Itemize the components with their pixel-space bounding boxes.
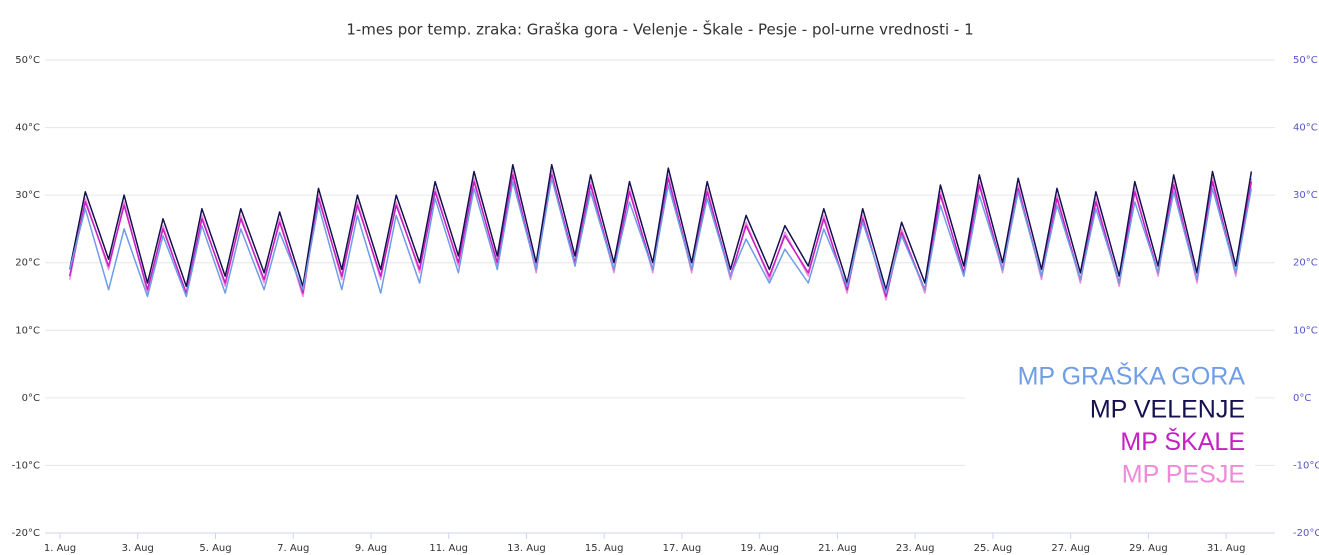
y2-tick-label: 0°C	[1293, 393, 1311, 404]
y-tick-label: -10°C	[12, 460, 40, 471]
chart-title: 1-mes por temp. zraka: Graška gora - Vel…	[346, 20, 973, 39]
y-tick-label: 50°C	[15, 55, 40, 66]
y-tick-label: 0°C	[22, 393, 40, 404]
x-tick-label: 27. Aug	[1051, 543, 1090, 554]
x-tick-label: 19. Aug	[740, 543, 779, 554]
y2-tick-label: -10°C	[1293, 460, 1319, 471]
x-tick-label: 11. Aug	[429, 543, 468, 554]
x-tick-label: 3. Aug	[122, 543, 154, 554]
x-tick-label: 25. Aug	[974, 543, 1013, 554]
y-tick-label: 40°C	[15, 123, 40, 134]
x-tick-label: 23. Aug	[896, 543, 935, 554]
legend-entry: MP VELENJE	[1090, 395, 1245, 423]
x-tick-label: 15. Aug	[585, 543, 624, 554]
x-tick-label: 21. Aug	[818, 543, 857, 554]
x-tick-label: 7. Aug	[277, 543, 309, 554]
legend-entry: MP PESJE	[1122, 461, 1245, 489]
series-line	[68, 174, 1253, 298]
y2-tick-label: -20°C	[1293, 528, 1319, 539]
y2-tick-label: 10°C	[1293, 325, 1318, 336]
legend-box	[965, 360, 1255, 495]
x-tick-label: 9. Aug	[355, 543, 387, 554]
series-line	[68, 177, 1253, 298]
x-tick-label: 13. Aug	[507, 543, 546, 554]
y2-tick-label: 50°C	[1293, 55, 1318, 66]
y-tick-label: 20°C	[15, 258, 40, 269]
y-tick-label: -20°C	[12, 528, 40, 539]
x-tick-label: 29. Aug	[1129, 543, 1168, 554]
y-tick-label: 30°C	[15, 190, 40, 201]
y2-tick-label: 40°C	[1293, 123, 1318, 134]
legend-entry: MP ŠKALE	[1120, 427, 1245, 456]
series-line	[68, 163, 1253, 291]
x-tick-label: 31. Aug	[1207, 543, 1246, 554]
y2-tick-label: 30°C	[1293, 190, 1318, 201]
y2-tick-label: 20°C	[1293, 258, 1318, 269]
x-tick-label: 1. Aug	[44, 543, 76, 554]
x-tick-label: 17. Aug	[663, 543, 702, 554]
x-tick-label: 5. Aug	[199, 543, 231, 554]
y-tick-label: 10°C	[15, 325, 40, 336]
legend-entry: MP GRAŠKA GORA	[1018, 362, 1246, 391]
